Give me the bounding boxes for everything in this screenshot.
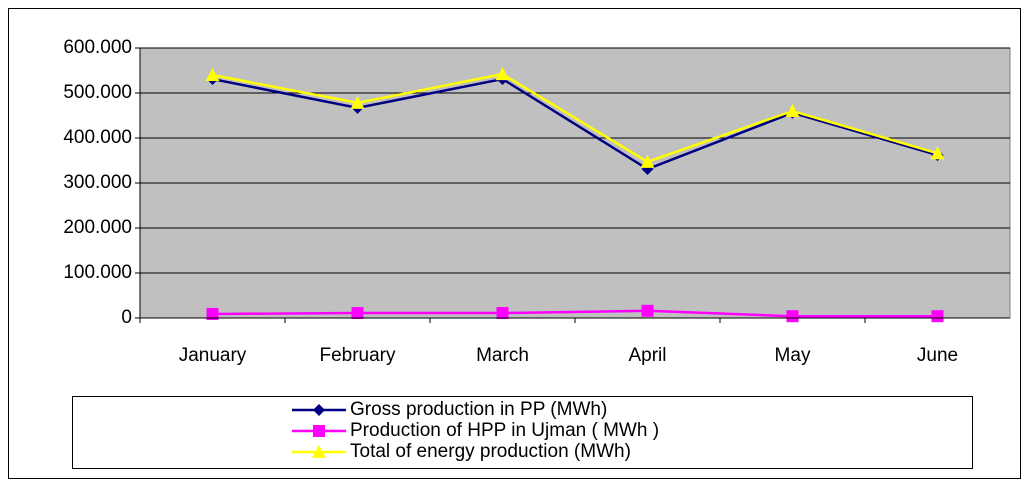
marker <box>205 68 220 81</box>
marker <box>640 154 655 168</box>
marker <box>496 307 509 320</box>
marker <box>641 304 654 317</box>
marker <box>350 95 365 109</box>
y-tick-label: 400.000 <box>63 127 132 148</box>
legend-label: Gross production in PP (MWh) <box>350 399 607 420</box>
y-tick-label: 300.000 <box>63 172 132 193</box>
marker <box>313 425 325 437</box>
y-tick-label: 0 <box>121 307 132 328</box>
y-tick-label: 100.000 <box>63 262 132 283</box>
marker <box>785 104 800 117</box>
marker <box>930 146 945 160</box>
x-tick-label: January <box>179 345 247 366</box>
marker <box>313 404 325 416</box>
y-tick-label: 200.000 <box>63 217 132 238</box>
x-tick-label: February <box>319 345 396 366</box>
marker <box>931 310 944 323</box>
legend-label: Production of HPP in Ujman ( MWh ) <box>350 420 659 441</box>
x-tick-label: June <box>917 345 958 366</box>
marker <box>312 445 326 458</box>
marker <box>495 67 510 81</box>
series-line <box>212 72 938 164</box>
legend-label: Total of energy production (MWh) <box>350 441 631 462</box>
marker <box>206 307 219 320</box>
series-line <box>212 309 938 318</box>
marker <box>786 310 799 323</box>
series-line <box>212 77 938 171</box>
x-tick-label: March <box>476 345 529 366</box>
legend-box <box>72 396 973 469</box>
x-tick-label: May <box>775 345 811 366</box>
marker <box>351 307 364 320</box>
x-tick-label: April <box>628 345 666 366</box>
y-tick-label: 500.000 <box>63 82 132 103</box>
y-tick-label: 600.000 <box>63 37 132 58</box>
